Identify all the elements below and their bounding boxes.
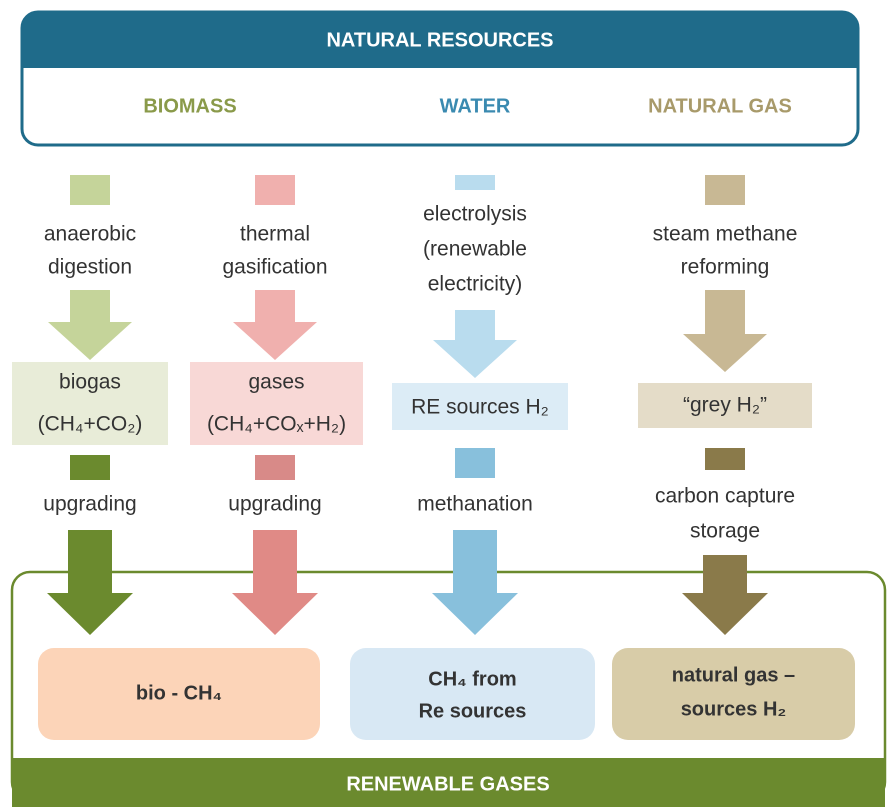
upgrade-square xyxy=(455,448,495,478)
source-square xyxy=(70,175,110,205)
output-label: sources H₂ xyxy=(681,698,787,720)
footer-title: RENEWABLE GASES xyxy=(346,773,549,795)
output-label: bio - CH₄ xyxy=(136,682,222,704)
intermediate-box xyxy=(392,383,568,430)
process-label: electrolysis xyxy=(423,203,527,226)
process-label: thermal xyxy=(240,223,310,246)
output-label: natural gas – xyxy=(672,664,795,686)
process-label: (renewable xyxy=(423,238,527,261)
upgrade-label: methanation xyxy=(417,493,533,516)
intermediate-label: biogas xyxy=(59,371,121,394)
arrow xyxy=(432,530,518,635)
arrow xyxy=(232,530,318,635)
process-label: steam methane xyxy=(653,223,798,246)
arrow xyxy=(47,530,133,635)
process-label: reforming xyxy=(681,256,770,279)
source-square xyxy=(255,175,295,205)
upgrade-label: upgrading xyxy=(228,493,321,516)
arrow xyxy=(682,555,768,635)
resource-label: BIOMASS xyxy=(143,95,236,117)
arrow xyxy=(48,290,132,360)
intermediate-label: gases xyxy=(248,371,304,394)
resource-label: WATER xyxy=(440,95,511,117)
header-title: NATURAL RESOURCES xyxy=(326,29,553,51)
output-label: Re sources xyxy=(419,700,527,722)
source-square xyxy=(455,175,495,190)
upgrade-label: storage xyxy=(690,520,760,543)
upgrade-square xyxy=(70,455,110,480)
upgrade-label: upgrading xyxy=(43,493,136,516)
intermediate-box xyxy=(638,383,812,428)
source-square xyxy=(705,175,745,205)
intermediate-box xyxy=(190,362,363,445)
intermediate-box xyxy=(12,362,168,445)
process-label: anaerobic xyxy=(44,223,136,246)
output-node xyxy=(612,648,855,740)
upgrade-square xyxy=(705,448,745,470)
resources-band xyxy=(22,12,858,68)
intermediate-label: (CH₄+COₓ+H₂) xyxy=(207,413,346,436)
arrow xyxy=(683,290,767,372)
arrow xyxy=(233,290,317,360)
upgrade-square xyxy=(255,455,295,480)
intermediate-label: RE sources H₂ xyxy=(411,396,549,419)
output-node xyxy=(350,648,595,740)
output-node xyxy=(38,648,320,740)
resource-label: NATURAL GAS xyxy=(648,95,792,117)
upgrade-label: carbon capture xyxy=(655,485,795,508)
process-label: digestion xyxy=(48,256,132,279)
arrow xyxy=(433,310,517,378)
process-label: electricity) xyxy=(428,273,523,296)
process-label: gasification xyxy=(222,256,327,279)
output-label: CH₄ from xyxy=(428,668,516,690)
footer-band xyxy=(12,758,885,807)
intermediate-label: “grey H₂” xyxy=(683,394,767,417)
intermediate-label: (CH₄+CO₂) xyxy=(38,413,143,436)
